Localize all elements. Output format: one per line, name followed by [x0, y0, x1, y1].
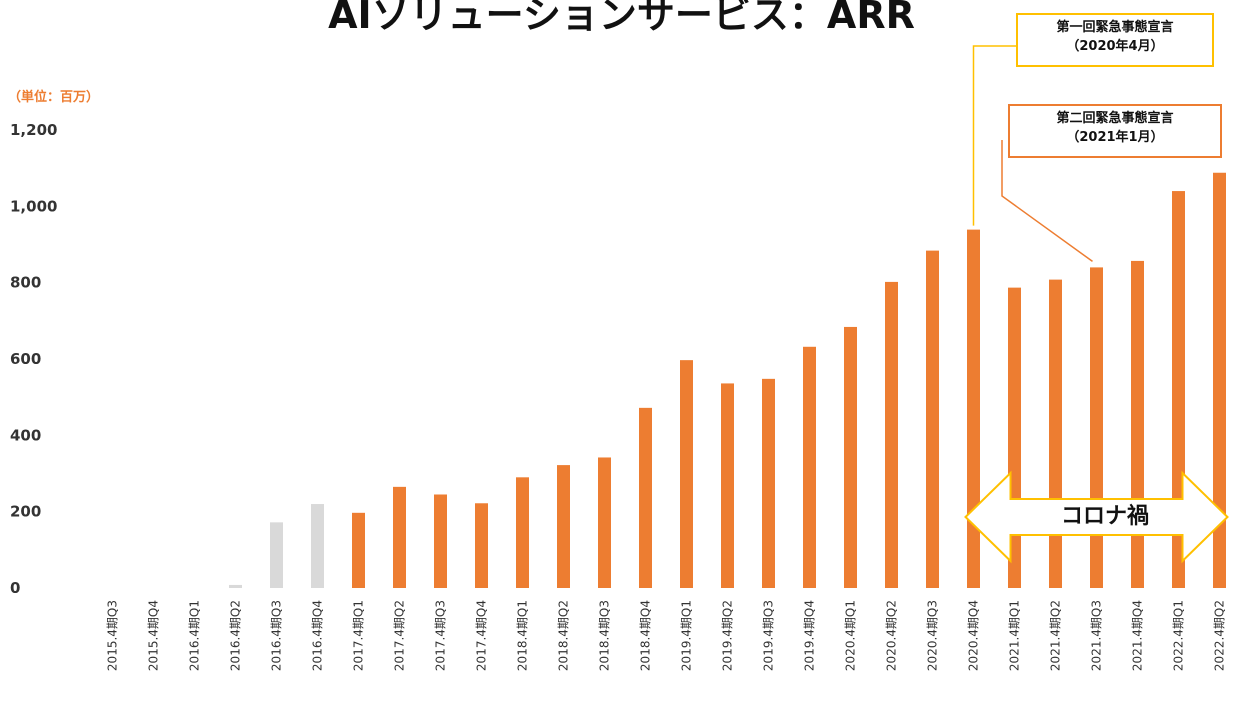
corona-label: コロナ禍 — [1060, 504, 1149, 529]
x-tick-label: 2017.4期Q1 — [352, 600, 366, 671]
bar — [1213, 172, 1226, 588]
x-tick-label: 2021.4期Q2 — [1049, 600, 1063, 671]
x-tick-label: 2015.4期Q4 — [147, 600, 161, 671]
bar — [721, 383, 734, 588]
y-tick-label: 0 — [10, 579, 20, 597]
y-tick-label: 1,200 — [10, 121, 57, 139]
bar — [639, 407, 652, 588]
x-tick-label: 2020.4期Q3 — [926, 600, 940, 671]
bar — [967, 229, 980, 589]
callout-leaders — [972, 45, 1093, 263]
x-tick-label: 2020.4期Q4 — [967, 600, 981, 671]
chart-title: AIソリューションサービス：ARR — [328, 0, 915, 37]
x-axis: 2015.4期Q3 2015.4期Q4 2016.4期Q1 2016.4期Q2 2016… — [106, 600, 1227, 671]
bar — [762, 378, 775, 588]
x-tick-label: 2015.4期Q3 — [106, 600, 120, 671]
x-tick-label: 2022.4期Q2 — [1213, 600, 1227, 671]
x-tick-label: 2020.4期Q1 — [844, 600, 858, 671]
x-tick-label: 2021.4期Q1 — [1008, 600, 1022, 671]
leader-emergency-1 — [972, 45, 1016, 226]
x-tick-label: 2019.4期Q3 — [762, 600, 776, 671]
x-tick-label: 2019.4期Q2 — [721, 600, 735, 671]
callout-emergency-2: 第二回緊急事態宣言 （2021年1月） — [1008, 104, 1222, 158]
x-tick-label: 2018.4期Q1 — [516, 600, 530, 671]
bar — [803, 346, 816, 588]
y-tick-label: 800 — [10, 274, 41, 292]
x-tick-label: 2019.4期Q4 — [803, 600, 817, 671]
callout-emergency-1-date: （2020年4月） — [1066, 39, 1164, 54]
bar — [1090, 267, 1103, 588]
bar — [352, 512, 365, 588]
bar — [926, 250, 939, 588]
callout-emergency-2-title: 第二回緊急事態宣言 — [1056, 111, 1174, 126]
bar — [393, 486, 406, 588]
bar — [1049, 279, 1062, 588]
corona-arrow — [964, 470, 1229, 564]
unit-label: （単位：百万） — [8, 90, 100, 105]
x-tick-label: 2016.4期Q2 — [229, 600, 243, 671]
callout-emergency-2-date: （2021年1月） — [1066, 130, 1164, 145]
leader-emergency-2 — [1001, 140, 1093, 263]
y-tick-label: 200 — [10, 503, 41, 521]
x-tick-label: 2016.4期Q3 — [270, 600, 284, 671]
bar — [434, 494, 447, 588]
x-tick-label: 2019.4期Q1 — [680, 600, 694, 671]
x-tick-label: 2018.4期Q2 — [557, 600, 571, 671]
x-tick-label: 2016.4期Q1 — [188, 600, 202, 671]
y-axis: 0 200 400 600 800 1,000 1,200 — [10, 121, 57, 597]
y-tick-label: 400 — [10, 426, 41, 444]
corona-double-arrow — [964, 470, 1229, 564]
bar — [598, 457, 611, 588]
callout-emergency-1-title: 第一回緊急事態宣言 — [1056, 20, 1174, 35]
x-tick-label: 2017.4期Q3 — [434, 600, 448, 671]
bar — [516, 477, 529, 588]
x-tick-label: 2017.4期Q2 — [393, 600, 407, 671]
x-tick-label: 2018.4期Q4 — [639, 600, 653, 671]
bar — [557, 465, 570, 588]
callout-emergency-1: 第一回緊急事態宣言 （2020年4月） — [1016, 13, 1214, 67]
x-tick-label: 2021.4期Q4 — [1131, 600, 1145, 671]
x-tick-label: 2022.4期Q1 — [1172, 600, 1186, 671]
x-tick-label: 2017.4期Q4 — [475, 600, 489, 671]
bar — [885, 281, 898, 588]
bar — [680, 360, 693, 588]
bar — [229, 584, 242, 588]
bar — [844, 326, 857, 588]
x-tick-label: 2020.4期Q2 — [885, 600, 899, 671]
bar — [1131, 260, 1144, 588]
y-tick-label: 600 — [10, 350, 41, 368]
bar — [475, 503, 488, 588]
y-tick-label: 1,000 — [10, 197, 57, 215]
x-tick-label: 2021.4期Q3 — [1090, 600, 1104, 671]
bar — [311, 504, 324, 588]
bar — [270, 522, 283, 588]
x-tick-label: 2018.4期Q3 — [598, 600, 612, 671]
x-tick-label: 2016.4期Q4 — [311, 600, 325, 671]
